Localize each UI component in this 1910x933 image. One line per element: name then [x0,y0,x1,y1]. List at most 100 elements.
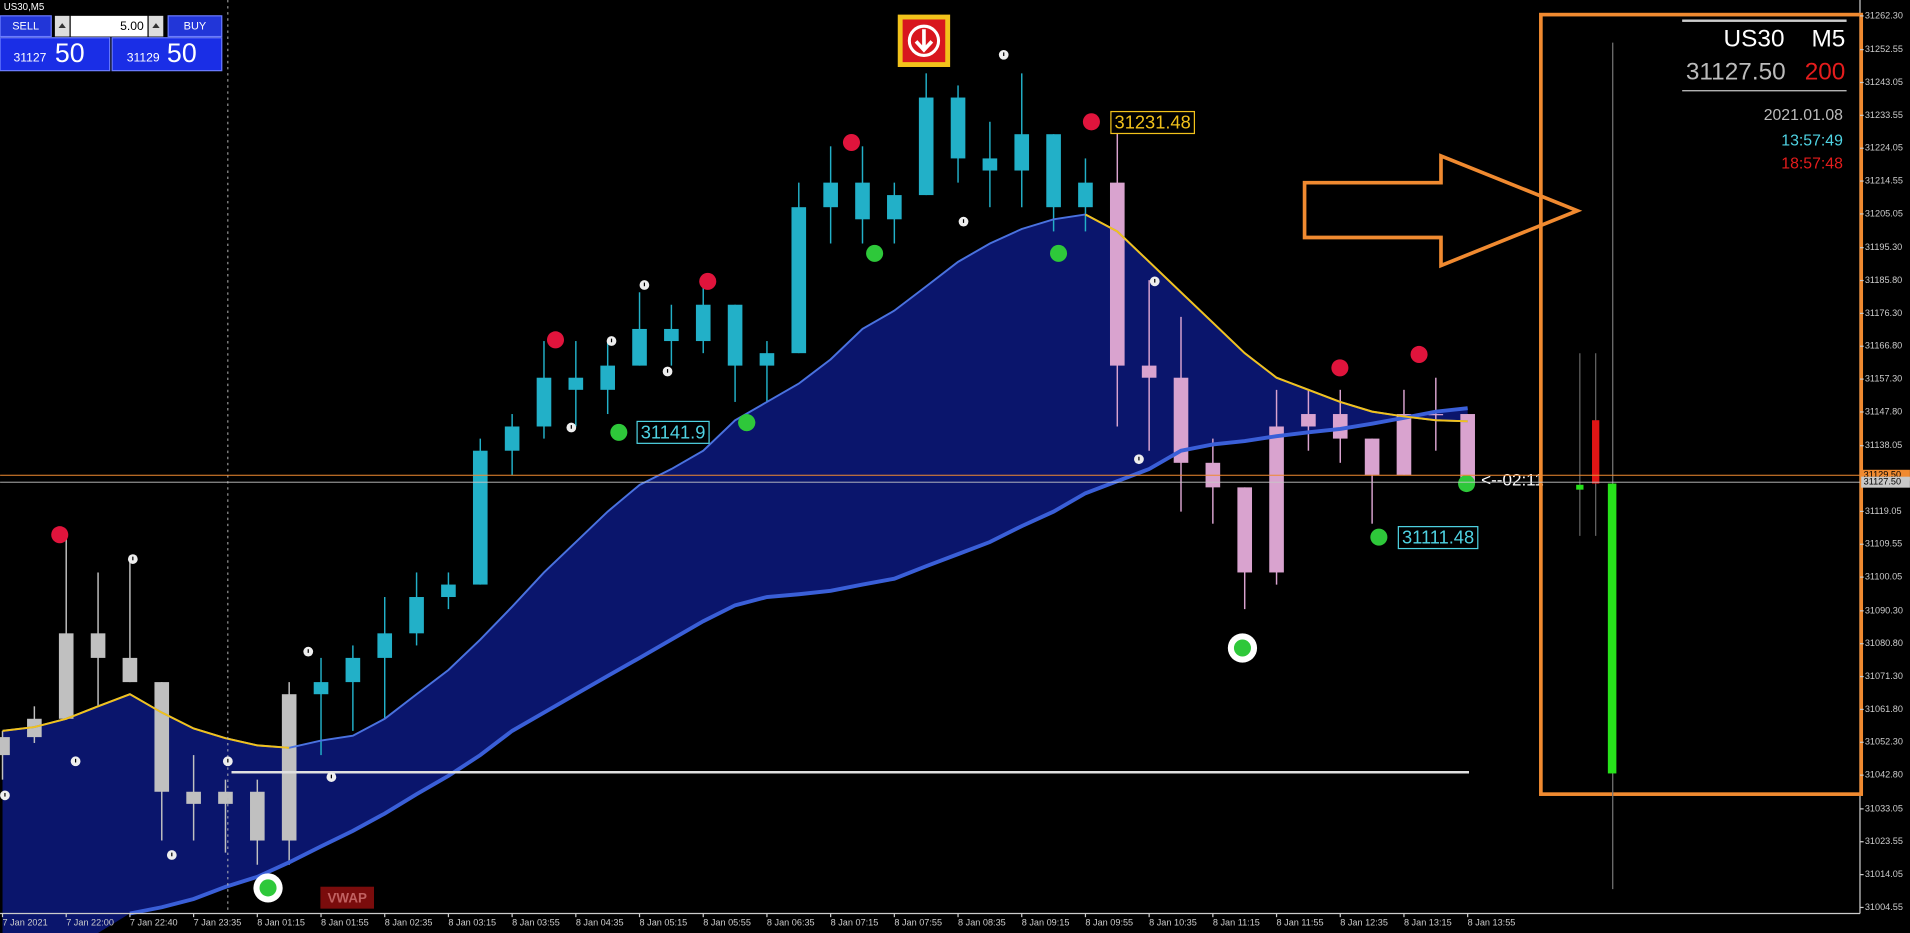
price-annotation: 31141.9 [641,421,706,442]
candle-body [1396,414,1412,475]
y-tick-label: 31205.05 [1865,208,1903,218]
y-tick-label: 31109.55 [1865,539,1902,549]
sell-dot [699,272,717,290]
y-tick-label: 31052.30 [1865,737,1903,747]
y-tick-label: 31147.80 [1865,406,1902,416]
y-tick-label: 31080.80 [1865,638,1903,648]
sell-dot [51,526,69,544]
candle-body [536,377,552,427]
signal-icon-ring [907,24,941,57]
y-tick-label: 31176.30 [1865,308,1902,318]
candle-body [632,328,647,366]
info-date: 2021.01.08 [1764,107,1843,124]
x-tick-label: 8 Jan 11:15 [1213,918,1260,928]
y-tick-label: 31185.80 [1865,275,1902,285]
candle-body [313,682,329,695]
info-rule [1682,19,1847,22]
candle-body [982,158,998,171]
price-tag-label: 31129.50 [1864,470,1901,480]
band-fill [2,214,1468,933]
indicator-badge [320,886,375,909]
candle-body [472,450,488,585]
ask-box[interactable] [111,37,223,72]
candle-body [122,657,138,683]
candle-body [664,328,679,342]
x-tick-label: 8 Jan 11:55 [1277,918,1324,928]
indicator-line [129,406,1468,916]
candle-body [568,377,584,390]
x-tick-label: 8 Jan 10:35 [1149,918,1197,928]
candle-body [504,426,520,451]
plot-area [0,73,1475,933]
buy-dot [1050,244,1068,262]
y-tick-label: 31033.05 [1865,803,1903,813]
x-tick-label: 8 Jan 02:35 [385,918,433,928]
lot-up-icon [152,23,160,29]
y-tick-label: 31071.30 [1865,671,1903,681]
highlight-box [1539,12,1864,796]
buy-button[interactable] [167,15,223,38]
bar-countdown: <--02:11 [1481,471,1544,490]
y-tick-label: 31224.05 [1865,143,1903,153]
sell-dot [842,133,860,152]
y-tick-label: 31042.80 [1865,770,1903,780]
candle-body [1046,134,1061,208]
x-tick-label: 8 Jan 13:55 [1468,918,1516,928]
window-title: US30,M5 [4,2,45,13]
buy-label[interactable]: BUY [184,21,207,33]
candle-body [791,207,807,354]
price-tag [1861,469,1910,481]
x-tick-label: 7 Jan 2021 [3,918,48,928]
candle-body [281,694,297,841]
lot-input[interactable] [70,15,148,37]
x-tick-label: 8 Jan 03:55 [512,918,560,928]
candle-body [441,584,456,598]
x-tick-label: 8 Jan 06:35 [767,918,815,928]
candle-body [1332,414,1348,439]
price-annotation-box [636,420,710,444]
reversal-dot [1233,639,1251,657]
candle-body [727,304,743,366]
x-tick-label: 8 Jan 01:55 [321,918,369,928]
candle-body [759,353,775,366]
reversal-dot [259,879,277,897]
small-body [1576,484,1584,490]
bid-main: 31127 [13,51,46,65]
indicator-line [2,213,1468,749]
ask-main: 31129 [127,51,160,65]
candle-body [409,597,424,634]
y-tick-label: 31262.30 [1865,10,1903,20]
x-tick-label: 8 Jan 07:15 [831,918,879,928]
x-tick-label: 8 Jan 05:55 [703,918,751,928]
candle-body [58,633,74,719]
y-tick-label: 31023.55 [1865,836,1903,846]
y-tick-label: 31243.05 [1865,77,1903,87]
candle-body [1173,377,1189,463]
candle-body [695,304,711,342]
x-tick-label: 8 Jan 12:35 [1340,918,1388,928]
candle-body [186,791,201,804]
price-annotation-box [1110,110,1196,135]
x-tick-label: 8 Jan 08:35 [958,918,1006,928]
price-tag [1861,476,1910,488]
sell-label[interactable]: SELL [12,21,39,33]
small-body [1592,420,1600,484]
x-tick-label: 8 Jan 09:55 [1085,918,1133,928]
sell-dot [1331,359,1349,377]
signal-icon-arrow [914,29,934,53]
bid-box[interactable] [0,37,111,72]
buy-dot [1370,528,1388,546]
y-tick-label: 31166.80 [1865,341,1902,351]
candle-body [887,195,902,220]
sell-button[interactable] [0,15,52,38]
y-tick-label: 31119.05 [1865,506,1902,516]
big-candle-body [1607,483,1617,774]
candle-body [0,737,10,756]
candle-body [1364,438,1380,475]
price-annotation: 31111.48 [1402,527,1474,548]
sell-dot [1410,345,1428,363]
y-tick-label: 31004.55 [1865,902,1903,912]
candle-body [154,682,170,792]
info-time-server: 18:57:48 [1781,156,1843,173]
